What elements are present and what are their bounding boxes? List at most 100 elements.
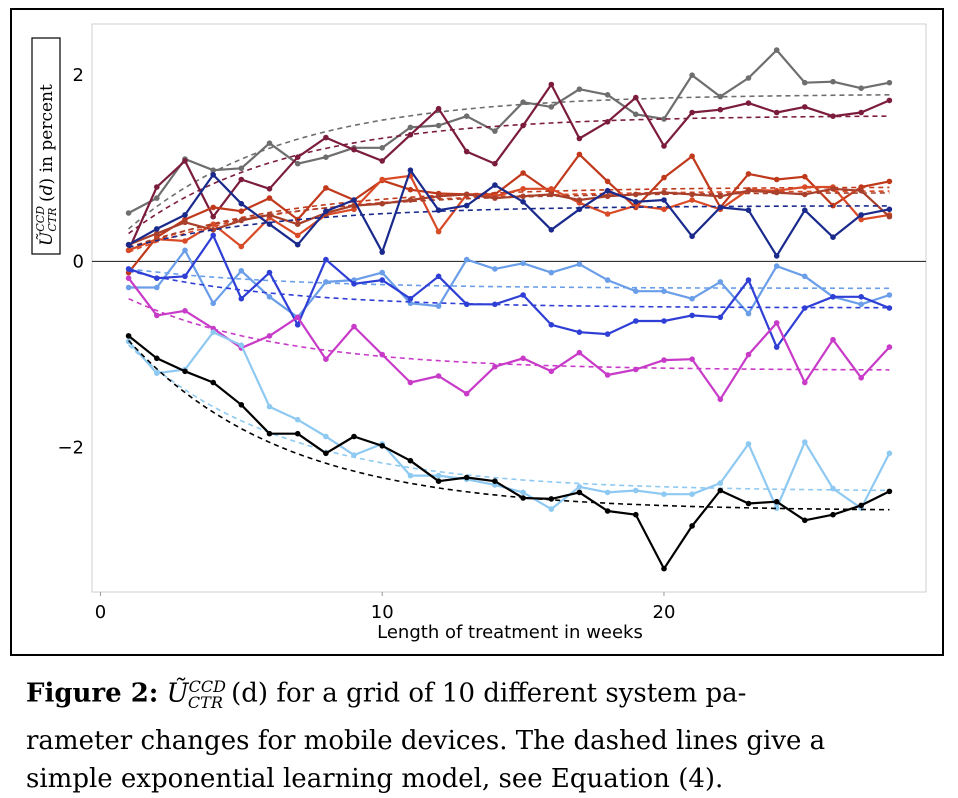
figure-frame <box>10 8 944 656</box>
data-point <box>576 349 583 356</box>
data-point <box>238 268 245 274</box>
data-point <box>125 241 132 248</box>
data-point <box>238 208 245 214</box>
data-point <box>830 113 836 119</box>
data-point <box>830 186 836 192</box>
data-point <box>435 122 442 129</box>
data-point <box>323 256 329 263</box>
data-point <box>520 489 526 496</box>
data-point <box>802 273 808 280</box>
data-point <box>661 197 667 203</box>
data-point <box>407 124 414 131</box>
data-point <box>407 379 414 386</box>
data-point <box>548 186 555 192</box>
data-point <box>886 292 893 298</box>
data-point <box>886 213 893 220</box>
data-point <box>407 295 414 302</box>
data-point <box>323 279 329 285</box>
data-point <box>125 247 132 254</box>
series-line-7 <box>128 249 890 319</box>
series-line-11 <box>127 335 890 570</box>
data-point <box>492 363 498 370</box>
data-point <box>604 119 611 125</box>
data-point <box>802 191 808 198</box>
data-point <box>576 135 583 142</box>
data-point <box>661 318 667 324</box>
data-point <box>379 176 386 183</box>
data-point <box>717 106 724 113</box>
data-point <box>266 430 273 437</box>
data-point <box>576 151 583 158</box>
data-point <box>323 208 329 214</box>
data-point <box>773 253 780 259</box>
data-point <box>294 221 301 227</box>
data-point <box>633 111 639 118</box>
data-point <box>463 256 470 263</box>
data-point <box>802 184 808 190</box>
data-point <box>294 154 301 160</box>
data-point <box>745 75 752 81</box>
data-point <box>858 216 864 223</box>
data-point <box>802 439 808 445</box>
data-point <box>323 134 329 141</box>
data-point <box>238 176 245 183</box>
data-point <box>182 273 188 280</box>
data-point <box>858 502 864 509</box>
data-point <box>210 213 216 220</box>
data-point <box>435 105 442 112</box>
caption-sub: CTR <box>187 692 223 712</box>
data-point <box>858 375 864 381</box>
data-point <box>407 472 414 479</box>
data-point <box>351 452 357 458</box>
data-point <box>604 211 611 217</box>
data-point <box>154 275 160 282</box>
data-point <box>520 170 526 176</box>
data-point <box>294 160 301 167</box>
data-point <box>154 284 160 291</box>
data-point <box>154 370 160 377</box>
data-point <box>407 167 414 173</box>
data-point <box>154 226 160 232</box>
data-point <box>858 212 864 218</box>
data-point <box>661 288 667 295</box>
data-point <box>294 430 301 437</box>
data-point <box>633 511 639 518</box>
data-point <box>210 379 216 386</box>
caption-line3: simple exponential learning model, see E… <box>26 763 724 794</box>
data-point <box>633 366 639 373</box>
data-point <box>379 200 386 207</box>
data-point <box>210 172 216 178</box>
data-point <box>773 320 780 326</box>
data-point <box>182 238 188 244</box>
data-point <box>548 191 555 198</box>
data-point <box>548 506 555 512</box>
data-point <box>886 206 893 213</box>
data-point <box>294 241 301 248</box>
data-point <box>745 100 752 106</box>
data-point <box>773 263 780 269</box>
data-point <box>886 79 893 86</box>
data-point <box>463 191 470 198</box>
data-point <box>492 195 498 201</box>
data-point <box>858 301 864 308</box>
data-point <box>576 197 583 203</box>
y-tick-label: −2 <box>57 438 84 459</box>
data-point <box>520 260 526 267</box>
x-tick-label: 0 <box>95 602 106 623</box>
data-point <box>745 171 752 177</box>
data-point <box>210 232 216 239</box>
data-point <box>802 79 808 86</box>
data-point <box>717 314 724 321</box>
data-point <box>745 351 752 358</box>
data-point <box>407 457 414 464</box>
data-point <box>520 199 526 205</box>
data-point <box>689 295 695 302</box>
data-point <box>266 221 273 227</box>
data-point <box>830 234 836 240</box>
data-point <box>802 305 808 311</box>
data-point <box>238 402 245 408</box>
fit-line-11 <box>128 340 890 511</box>
data-point <box>154 355 160 362</box>
data-point <box>717 279 724 285</box>
data-point <box>323 433 329 440</box>
